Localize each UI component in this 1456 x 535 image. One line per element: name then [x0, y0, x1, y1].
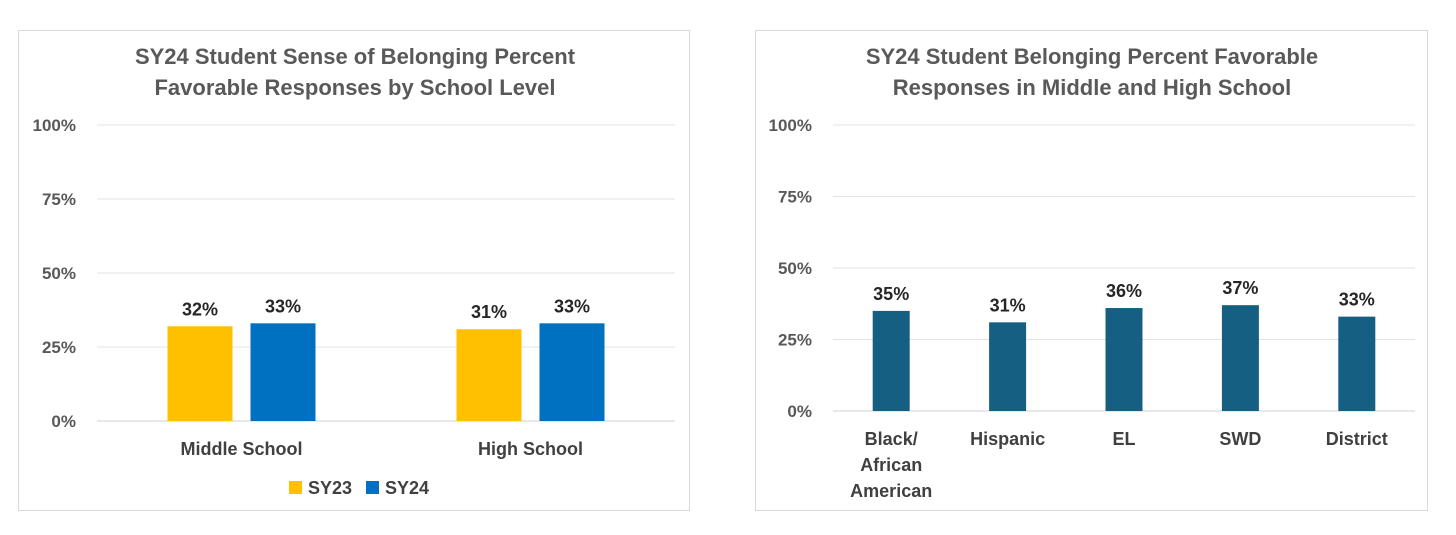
x-category-label: Hispanic	[970, 429, 1045, 449]
bar	[872, 310, 910, 411]
chart-right-panel: SY24 Student Belonging Percent Favorable…	[755, 30, 1428, 511]
y-tick-label: 0%	[787, 402, 812, 421]
chart-title-line: Responses in Middle and High School	[893, 75, 1291, 100]
bar	[456, 329, 522, 421]
chart-title-line: SY24 Student Belonging Percent Favorable	[866, 44, 1318, 69]
chart-title-line: SY24 Student Sense of Belonging Percent	[135, 44, 576, 69]
data-label: 32%	[182, 299, 218, 319]
y-tick-label: 25%	[42, 338, 76, 357]
y-tick-label: 75%	[42, 190, 76, 209]
legend-swatch	[289, 481, 302, 494]
data-label: 35%	[873, 284, 909, 304]
bar	[1338, 316, 1376, 411]
x-category-label: African	[860, 455, 922, 475]
data-label: 33%	[265, 296, 301, 316]
chart-left-svg: SY24 Student Sense of Belonging Percent F…	[33, 44, 675, 498]
legend-swatch	[366, 481, 379, 494]
chart-left-panel: SY24 Student Sense of Belonging Percent F…	[18, 30, 690, 511]
x-category-label: EL	[1112, 429, 1135, 449]
data-label: 33%	[1339, 290, 1375, 310]
x-category-label: SWD	[1219, 429, 1261, 449]
y-tick-label: 50%	[42, 264, 76, 283]
y-tick-label: 100%	[33, 116, 76, 135]
legend-label: SY24	[385, 478, 429, 498]
bar	[1105, 308, 1143, 411]
x-category-label: American	[850, 481, 932, 501]
x-category-label: Black/	[865, 429, 918, 449]
x-category-label: High School	[478, 439, 583, 459]
bar	[250, 323, 316, 421]
data-label: 31%	[990, 295, 1026, 315]
data-label: 31%	[471, 302, 507, 322]
data-label: 33%	[554, 296, 590, 316]
chart-title-line: Favorable Responses by School Level	[154, 75, 555, 100]
x-category-label: District	[1326, 429, 1388, 449]
y-tick-label: 25%	[778, 331, 812, 350]
bar	[167, 326, 233, 421]
bar	[1221, 305, 1259, 411]
y-tick-label: 100%	[769, 116, 812, 135]
x-category-label: Middle School	[180, 439, 302, 459]
chart-right-svg: SY24 Student Belonging Percent Favorable…	[769, 44, 1415, 501]
legend-label: SY23	[308, 478, 352, 498]
bar	[989, 322, 1027, 411]
y-tick-label: 50%	[778, 259, 812, 278]
bar	[539, 323, 605, 421]
y-tick-label: 0%	[51, 412, 76, 431]
y-tick-label: 75%	[778, 188, 812, 207]
data-label: 36%	[1106, 281, 1142, 301]
data-label: 37%	[1222, 278, 1258, 298]
